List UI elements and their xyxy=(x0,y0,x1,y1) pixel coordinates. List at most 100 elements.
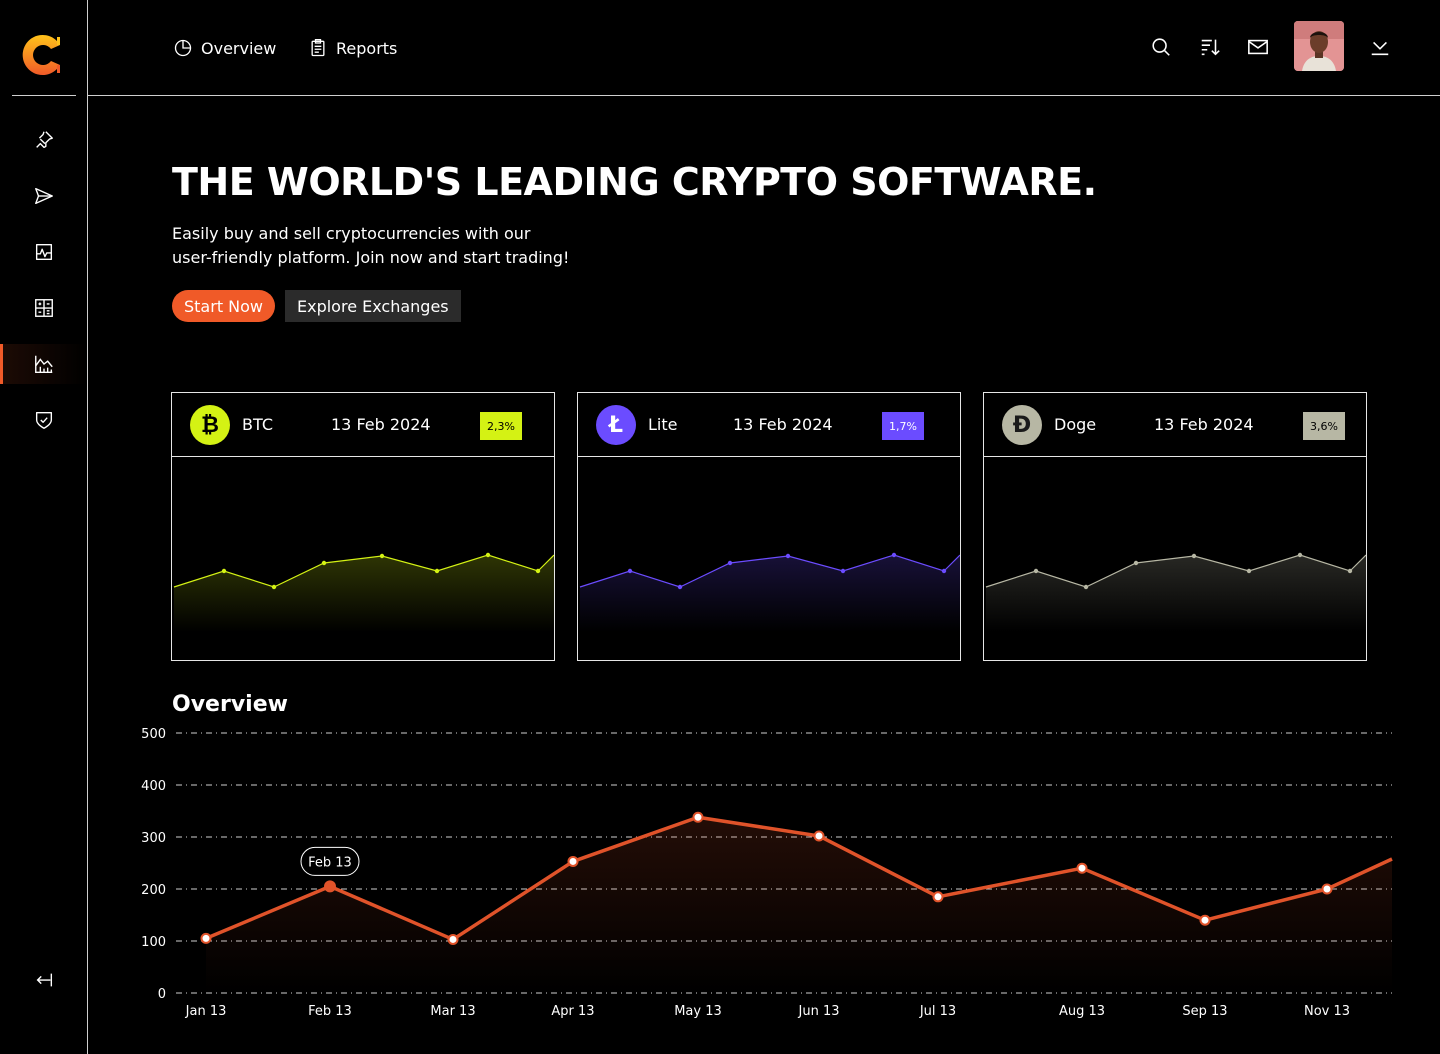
sparkline-point xyxy=(1297,552,1303,558)
clipboard-icon xyxy=(311,39,325,57)
hero-subtitle-line-1: Easily buy and sell cryptocurrencies wit… xyxy=(172,224,531,243)
x-tick-label: Feb 13 xyxy=(308,1004,352,1019)
x-tick-label: Mar 13 xyxy=(430,1004,475,1019)
coin-date: 13 Feb 2024 xyxy=(331,415,431,434)
mail-icon xyxy=(1248,39,1268,55)
sidebar-item-activity[interactable] xyxy=(0,232,87,272)
sort-button[interactable] xyxy=(1197,34,1223,60)
data-point[interactable] xyxy=(447,933,459,945)
sparkline-point xyxy=(727,560,733,566)
coin-card-doge[interactable]: Đ Doge 13 Feb 2024 3,6% xyxy=(983,392,1367,661)
sparkline-point xyxy=(321,560,327,566)
start-now-button[interactable]: Start Now xyxy=(172,290,276,322)
coin-change-badge: 3,6% xyxy=(1303,412,1345,440)
calculator-icon xyxy=(34,299,53,317)
coin-sparkline xyxy=(173,552,554,632)
mail-button[interactable] xyxy=(1245,34,1271,60)
overview-chart: 0 100 200 300 400 500 Jan 13 Feb 13 Feb 13 Mar 13… xyxy=(141,727,1393,1019)
sidebar-item-shield[interactable] xyxy=(0,400,87,440)
y-tick-label: 300 xyxy=(141,831,166,846)
collapse-icon xyxy=(36,973,52,987)
avatar[interactable] xyxy=(1294,21,1344,71)
x-tick-label: Jul 13 xyxy=(919,1004,956,1019)
sparkline-point xyxy=(1133,560,1139,566)
data-point[interactable] xyxy=(813,830,825,842)
sidebar-item-send[interactable] xyxy=(0,176,87,216)
sparkline-point xyxy=(221,568,227,574)
page-title: THE WORLD'S LEADING CRYPTO SOFTWARE. xyxy=(172,160,1097,204)
sparkline-point xyxy=(1083,584,1089,590)
coin-card-header: Ł Lite 13 Feb 2024 1,7% xyxy=(578,393,960,457)
overview-title: Overview xyxy=(172,692,288,717)
nav-overview[interactable]: Overview xyxy=(173,36,276,60)
sort-icon xyxy=(1201,39,1220,56)
sparkline-point xyxy=(535,568,541,574)
coin-name: Lite xyxy=(648,415,678,434)
logo-icon[interactable] xyxy=(20,31,68,79)
x-tick-label: Jun 13 xyxy=(798,1004,840,1019)
data-point[interactable] xyxy=(200,932,212,944)
pin-icon xyxy=(35,131,53,149)
coin-name: BTC xyxy=(242,415,273,434)
litecoin-icon: Ł xyxy=(596,405,636,445)
coin-card-btc[interactable]: ₿ BTC 13 Feb 2024 2,3% xyxy=(171,392,555,661)
sparkline-point xyxy=(627,568,633,574)
sparkline-point xyxy=(1191,553,1197,559)
nav-reports[interactable]: Reports xyxy=(308,36,397,60)
sparkline-point xyxy=(785,553,791,559)
x-tick-label: Nov 13 xyxy=(1304,1004,1350,1019)
sparkline-point xyxy=(1246,568,1252,574)
y-tick-label: 100 xyxy=(141,935,166,950)
tooltip xyxy=(300,846,360,876)
data-point[interactable] xyxy=(1321,883,1333,895)
sidebar-item-pin[interactable] xyxy=(0,120,87,160)
data-point[interactable] xyxy=(567,855,579,867)
coin-change-badge: 2,3% xyxy=(480,412,522,440)
sidebar-item-calculator[interactable] xyxy=(0,288,87,328)
activity-icon xyxy=(35,243,52,261)
sparkline-area xyxy=(986,555,1366,632)
y-tick-label: 0 xyxy=(158,987,166,1002)
coin-change-badge: 1,7% xyxy=(882,412,924,440)
data-point[interactable] xyxy=(692,811,704,823)
coin-card-header: Đ Doge 13 Feb 2024 3,6% xyxy=(984,393,1366,457)
sparkline-point xyxy=(941,568,947,574)
y-tick-label: 400 xyxy=(141,779,166,794)
sparkline-point xyxy=(677,584,683,590)
nav-reports-label: Reports xyxy=(336,38,398,58)
dogecoin-icon: Đ xyxy=(1002,405,1042,445)
coin-sparkline xyxy=(985,552,1366,632)
data-point[interactable] xyxy=(324,880,336,893)
download-button[interactable] xyxy=(1367,34,1393,60)
x-tick-label: Jan 13 xyxy=(185,1004,227,1019)
coin-date: 13 Feb 2024 xyxy=(733,415,833,434)
x-tick-label: May 13 xyxy=(674,1004,722,1019)
send-icon xyxy=(34,187,53,205)
series-area xyxy=(206,817,1392,993)
top-bar: Overview Reports xyxy=(88,0,1440,96)
sparkline-point xyxy=(379,553,385,559)
explore-exchanges-button[interactable]: Explore Exchanges xyxy=(285,290,461,322)
sidebar-collapse-button[interactable] xyxy=(0,960,87,1000)
coin-card-lite[interactable]: Ł Lite 13 Feb 2024 1,7% xyxy=(577,392,961,661)
data-point[interactable] xyxy=(932,891,944,903)
sparkline-point xyxy=(1033,568,1039,574)
search-icon xyxy=(1152,38,1170,56)
sidebar-item-chart[interactable] xyxy=(0,344,87,384)
data-point[interactable] xyxy=(1076,862,1088,874)
coin-date: 13 Feb 2024 xyxy=(1154,415,1254,434)
sparkline-area xyxy=(580,555,960,632)
search-button[interactable] xyxy=(1148,34,1174,60)
y-tick-label: 500 xyxy=(141,727,166,742)
shield-check-icon xyxy=(35,411,52,429)
sparkline-point xyxy=(840,568,846,574)
download-icon xyxy=(1371,41,1389,56)
sparkline-point xyxy=(271,584,277,590)
data-point[interactable] xyxy=(1199,914,1211,926)
bitcoin-icon: ₿ xyxy=(190,405,230,445)
sparkline-point xyxy=(434,568,440,574)
x-tick-label: Aug 13 xyxy=(1059,1004,1105,1019)
sidebar xyxy=(0,0,88,1054)
pie-chart-icon xyxy=(174,39,192,57)
